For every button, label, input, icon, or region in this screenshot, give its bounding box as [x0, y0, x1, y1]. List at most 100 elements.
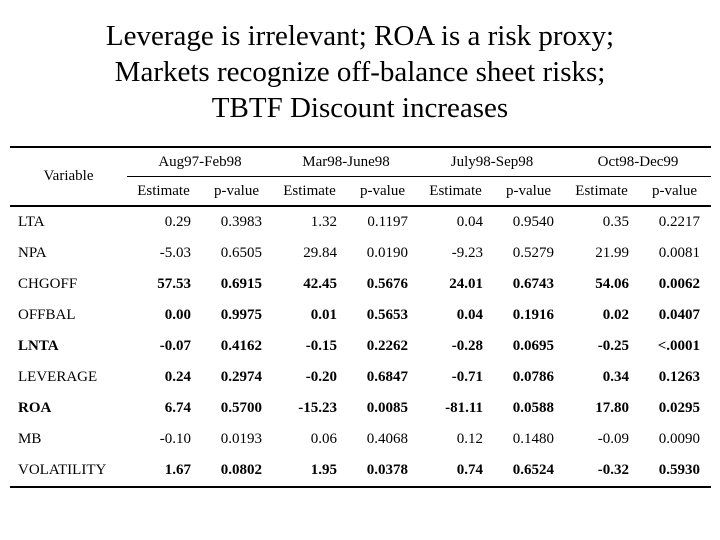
estimate-cell: 21.99	[595, 245, 630, 261]
variable-label: MB	[18, 431, 42, 447]
pvalue-cell: 0.0090	[658, 431, 701, 447]
variable-label: NPA	[18, 245, 47, 261]
pvalue-cell: 0.6743	[512, 276, 555, 292]
estimate-cell: -0.15	[305, 338, 338, 354]
pvalue-cell: 0.0407	[658, 307, 701, 323]
estimate-cell: 0.34	[602, 369, 630, 385]
table-row: MB -0.10 0.0193 0.06 0.4068 0.12 0.1480 -0.09 0.…	[10, 424, 711, 455]
pvalue-cell: 0.5279	[512, 245, 555, 261]
pvalue-cell: 0.0193	[220, 431, 263, 447]
regression-results-table: Variable Aug97-Feb98 Mar98-June98 July98…	[10, 146, 712, 488]
pvalue-cell: 0.2262	[366, 338, 409, 354]
pvalue-cell: 0.0588	[512, 400, 555, 416]
title-line-3: TBTF Discount increases	[211, 92, 509, 124]
estimate-cell: 0.74	[456, 462, 484, 478]
pvalue-cell: 0.0190	[366, 245, 409, 261]
table-row: OFFBAL 0.00 0.9975 0.01 0.5653 0.04 0.1916 0.02…	[10, 300, 711, 331]
period-header-oct98-dec99: Oct98-Dec99	[565, 147, 712, 177]
pvalue-cell: 0.0062	[658, 276, 701, 292]
estimate-cell: -0.10	[159, 431, 191, 447]
estimate-cell: -0.09	[597, 431, 630, 447]
estimate-cell: 29.84	[303, 245, 338, 261]
pvalue-cell: 0.2974	[220, 369, 263, 385]
pvalue-cell: 0.5700	[220, 400, 263, 416]
pvalue-cell: 0.9975	[220, 307, 263, 323]
variable-label: CHGOFF	[18, 276, 78, 292]
estimate-cell: 0.35	[602, 214, 630, 230]
estimate-cell: -15.23	[298, 400, 338, 416]
estimate-cell: -0.20	[305, 369, 338, 385]
pvalue-cell: 0.0802	[220, 462, 263, 478]
estimate-column-header: Estimate	[273, 176, 347, 207]
estimate-column-header: Estimate	[565, 176, 639, 207]
pvalue-cell: 0.4068	[366, 431, 409, 447]
table-row: NPA -5.03 0.6505 29.84 0.0190 -9.23 0.5279 21.9…	[10, 238, 711, 269]
variable-label: LEVERAGE	[18, 369, 98, 385]
estimate-cell: 0.12	[456, 431, 484, 447]
title-line-1: Leverage is irrelevant; ROA is a risk pr…	[105, 20, 615, 52]
estimate-cell: 42.45	[303, 276, 338, 292]
estimate-cell: -0.25	[597, 338, 630, 354]
estimate-cell: -0.28	[451, 338, 484, 354]
pvalue-cell: 0.1480	[512, 431, 555, 447]
pvalue-cell: 0.5676	[366, 276, 409, 292]
period-header-row: Variable Aug97-Feb98 Mar98-June98 July98…	[10, 147, 712, 207]
estimate-cell: 1.32	[310, 214, 338, 230]
pvalue-cell: 0.0695	[512, 338, 555, 354]
subheader-row: Estimate p-value Estimate p-value Estima…	[10, 176, 712, 207]
pvalue-cell: 0.0378	[366, 462, 409, 478]
pvalue-cell: 0.6505	[220, 245, 263, 261]
table-row: VOLATILITY 1.67 0.0802 1.95 0.0378 0.74 0.6524…	[10, 455, 711, 487]
pvalue-cell: 0.6915	[220, 276, 263, 292]
pvalue-cell: 0.0295	[658, 400, 701, 416]
table-row: CHGOFF 57.53 0.6915 42.45 0.5676 24.01 0.6743 5…	[10, 269, 711, 300]
table-row: ROA 6.74 0.5700 -15.23 0.0085 -81.11 0.0588 17.…	[10, 393, 711, 424]
pvalue-cell: 0.0081	[658, 245, 701, 261]
estimate-cell: -81.11	[445, 400, 484, 416]
estimate-cell: 6.74	[164, 400, 191, 416]
estimate-cell: 57.53	[157, 276, 191, 292]
title-line-2: Markets recognize off-balance sheet risk…	[114, 56, 606, 88]
pvalue-cell: 0.0085	[366, 400, 409, 416]
pvalue-column-header: p-value	[638, 176, 712, 207]
estimate-cell: 0.01	[310, 307, 338, 323]
estimate-cell: -9.23	[451, 245, 484, 261]
results-table-body: LTA 0.29 0.3983 1.32 0.1197 0.04 0.9540 0.35 0.2…	[10, 206, 711, 487]
pvalue-cell: 0.0786	[512, 369, 555, 385]
period-header-july98-sep98: July98-Sep98	[419, 147, 566, 177]
table-row: LTA 0.29 0.3983 1.32 0.1197 0.04 0.9540 0.35 0.2…	[10, 206, 711, 238]
estimate-cell: 54.06	[595, 276, 630, 292]
estimate-cell: 0.04	[456, 214, 484, 230]
pvalue-cell: <.0001	[657, 338, 701, 354]
variable-label: LTA	[18, 214, 45, 230]
period-header-mar98-june98: Mar98-June98	[273, 147, 420, 177]
estimate-column-header: Estimate	[127, 176, 200, 207]
estimate-cell: 0.24	[164, 369, 191, 385]
table-row: LEVERAGE 0.24 0.2974 -0.20 0.6847 -0.71 0.0786…	[10, 362, 711, 393]
estimate-cell: -0.07	[159, 338, 191, 354]
estimate-cell: 0.06	[310, 431, 338, 447]
variable-label: OFFBAL	[18, 307, 76, 323]
pvalue-column-header: p-value	[200, 176, 274, 207]
estimate-cell: -0.32	[597, 462, 630, 478]
estimate-cell: -0.71	[451, 369, 484, 385]
pvalue-cell: 0.1263	[658, 369, 701, 385]
pvalue-cell: 0.1197	[367, 214, 409, 230]
variable-label: ROA	[18, 400, 52, 416]
estimate-cell: 0.29	[164, 214, 191, 230]
pvalue-cell: 0.5930	[658, 462, 701, 478]
pvalue-cell: 0.5653	[366, 307, 409, 323]
table-row: LNTA -0.07 0.4162 -0.15 0.2262 -0.28 0.0695 -0.…	[10, 331, 711, 362]
estimate-cell: 17.80	[595, 400, 630, 416]
period-header-aug97-feb98: Aug97-Feb98	[127, 147, 274, 177]
variable-column-header: Variable	[10, 147, 127, 207]
estimate-cell: 0.02	[602, 307, 630, 323]
estimate-cell: 0.04	[456, 307, 484, 323]
pvalue-cell: 0.1916	[512, 307, 555, 323]
slide-title: Leverage is irrelevant; ROA is a risk pr…	[0, 18, 720, 126]
pvalue-cell: 0.2217	[658, 214, 701, 230]
estimate-cell: 1.67	[164, 462, 191, 478]
pvalue-cell: 0.4162	[220, 338, 263, 354]
pvalue-column-header: p-value	[346, 176, 420, 207]
